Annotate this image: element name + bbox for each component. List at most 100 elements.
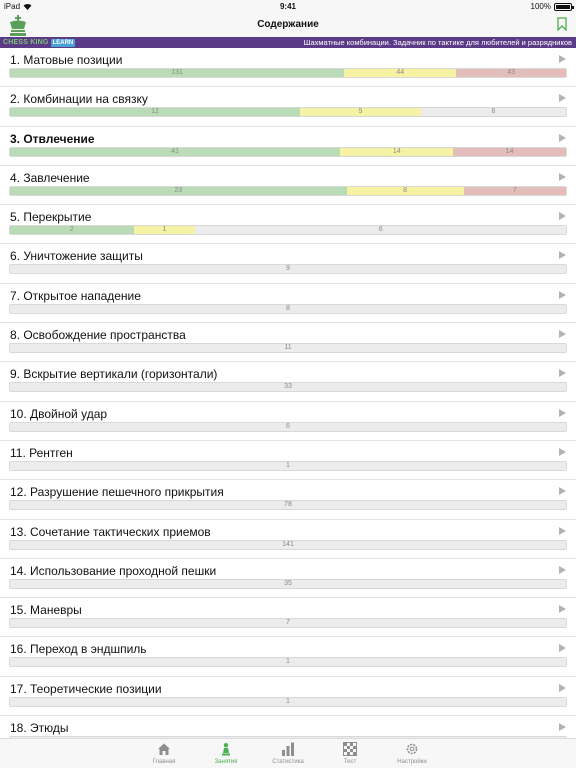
progress-bar: 23 8 7	[9, 185, 567, 196]
chapter-title: 18. Этюды	[10, 721, 69, 736]
play-arrow-icon[interactable]	[559, 55, 566, 63]
chapter-row[interactable]: 4. Завлечение 23 8 7	[0, 166, 576, 206]
progress-segment-red: 7	[463, 186, 566, 195]
navigation-bar: Содержание	[0, 14, 576, 37]
chapter-list[interactable]: 1. Матовые позиции 131 44 43 2. Комбинации н…	[0, 48, 576, 738]
tab-chessboard[interactable]: Тест	[319, 739, 381, 768]
chapter-row[interactable]: 18. Этюды	[0, 716, 576, 738]
brand-name: CHESS KING	[3, 39, 49, 46]
chapter-title: 6. Уничтожение защиты	[10, 249, 143, 264]
chapter-row[interactable]: 13. Сочетание тактических приемов 141	[0, 520, 576, 559]
progress-segment-green: 131	[10, 69, 345, 77]
progress-segment-green: 2	[10, 226, 134, 235]
tab-bar-chart[interactable]: Статистика	[257, 739, 319, 768]
play-arrow-icon[interactable]	[559, 447, 566, 456]
chapter-row[interactable]: 8. Освобождение пространства 11	[0, 323, 576, 363]
chapter-title: 15. Маневры	[10, 603, 82, 618]
progress-segment-yellow: 14	[340, 147, 454, 156]
chapter-row[interactable]: 1. Матовые позиции 131 44 43	[0, 48, 576, 88]
progress-bar	[9, 736, 567, 738]
play-arrow-icon[interactable]	[559, 133, 566, 142]
play-arrow-icon[interactable]	[559, 644, 566, 653]
play-arrow-icon[interactable]	[559, 605, 566, 614]
progress-segment-gray: 8	[10, 304, 566, 313]
play-arrow-icon[interactable]	[559, 526, 566, 535]
chapter-title: 7. Открытое нападение	[10, 288, 141, 303]
play-arrow-icon[interactable]	[559, 94, 566, 103]
chapter-row[interactable]: 17. Теоретические позиции 1	[0, 677, 576, 717]
chapter-title: 1. Матовые позиции	[10, 53, 123, 67]
play-arrow-icon[interactable]	[559, 565, 566, 574]
play-arrow-icon[interactable]	[559, 683, 566, 692]
progress-segment-green: 12	[10, 108, 301, 117]
chapter-row[interactable]: 7. Открытое нападение 8	[0, 284, 576, 324]
chapter-row[interactable]: 9. Вскрытие вертикали (горизонтали) 33	[0, 362, 576, 402]
chapter-title: 11. Рентген	[10, 445, 73, 460]
progress-segment-green: 23	[10, 186, 347, 195]
progress-segment-red: 14	[453, 147, 566, 156]
chapter-row[interactable]: 3. Отвлечение 41 14 14	[0, 127, 576, 166]
progress-bar: 8	[9, 303, 567, 314]
tab-gear[interactable]: Настройки	[381, 739, 443, 768]
course-subtitle: Шахматные комбинации. Задачник по тактик…	[303, 38, 572, 47]
play-arrow-icon[interactable]	[559, 212, 566, 221]
progress-bar: 35	[9, 578, 567, 589]
progress-bar: 1	[9, 657, 567, 668]
chapter-row[interactable]: 15. Маневры 7	[0, 598, 576, 638]
status-left: iPad	[4, 2, 32, 11]
chess-king-logo-icon[interactable]	[7, 15, 29, 36]
device-name: iPad	[4, 2, 21, 11]
chapter-row[interactable]: 14. Использование проходной пешки 35	[0, 559, 576, 599]
chapter-row[interactable]: 2. Комбинации на связку 12 5 6	[0, 87, 576, 127]
status-right: 100%	[531, 2, 574, 11]
progress-bar: 9	[9, 264, 567, 275]
page-title: Содержание	[257, 19, 319, 30]
chapter-row[interactable]: 10. Двойной удар 6	[0, 402, 576, 441]
chapter-title: 2. Комбинации на связку	[10, 92, 148, 107]
chapter-row[interactable]: 11. Рентген 1	[0, 441, 576, 481]
bar-chart-icon	[281, 742, 295, 756]
tab-label: Тест	[343, 759, 357, 765]
bookmark-icon[interactable]	[557, 17, 567, 31]
chapter-title: 13. Сочетание тактических приемов	[10, 524, 211, 539]
chapter-title: 12. Разрушение пешечного прикрытия	[10, 485, 224, 500]
progress-segment-gray: 35	[10, 579, 566, 588]
tab-bar: Главная Занятия Статистика Тест Настройки	[0, 738, 576, 768]
chapter-title: 3. Отвлечение	[10, 131, 95, 146]
progress-segment-gray: 7	[10, 619, 566, 628]
progress-segment-yellow: 44	[344, 69, 457, 77]
pawn-icon	[219, 742, 233, 756]
chapter-row[interactable]: 6. Уничтожение защиты 9	[0, 244, 576, 284]
progress-bar: 78	[9, 500, 567, 511]
chapter-row[interactable]: 16. Переход в эндшпиль 1	[0, 637, 576, 677]
chapter-row[interactable]: 12. Разрушение пешечного прикрытия 78	[0, 480, 576, 520]
chapter-title: 16. Переход в эндшпиль	[10, 642, 147, 657]
progress-segment-green: 41	[10, 147, 341, 156]
gear-icon	[405, 742, 419, 756]
play-arrow-icon[interactable]	[559, 330, 566, 339]
play-arrow-icon[interactable]	[559, 408, 566, 417]
tab-home[interactable]: Главная	[133, 739, 195, 768]
progress-segment-gray: 1	[10, 658, 566, 667]
chapter-title: 9. Вскрытие вертикали (горизонтали)	[10, 367, 218, 382]
progress-bar: 33	[9, 382, 567, 393]
chapter-row[interactable]: 5. Перекрытие 2 1 6	[0, 205, 576, 245]
progress-segment-gray: 6	[10, 422, 566, 431]
play-arrow-icon[interactable]	[559, 251, 566, 260]
battery-icon	[554, 2, 574, 11]
progress-bar: 12 5 6	[9, 107, 567, 118]
play-arrow-icon[interactable]	[559, 369, 566, 378]
progress-segment-yellow: 8	[346, 186, 464, 195]
progress-bar: 41 14 14	[9, 146, 567, 157]
progress-segment-gray: 1	[10, 461, 566, 470]
play-arrow-icon[interactable]	[559, 723, 566, 732]
chapter-title: 10. Двойной удар	[10, 406, 108, 421]
home-icon	[157, 742, 171, 756]
play-arrow-icon[interactable]	[559, 172, 566, 181]
play-arrow-icon[interactable]	[559, 290, 566, 299]
tab-pawn[interactable]: Занятия	[195, 739, 257, 768]
progress-segment-yellow: 1	[133, 226, 196, 235]
play-arrow-icon[interactable]	[559, 487, 566, 496]
chapter-title: 8. Освобождение пространства	[10, 328, 186, 343]
